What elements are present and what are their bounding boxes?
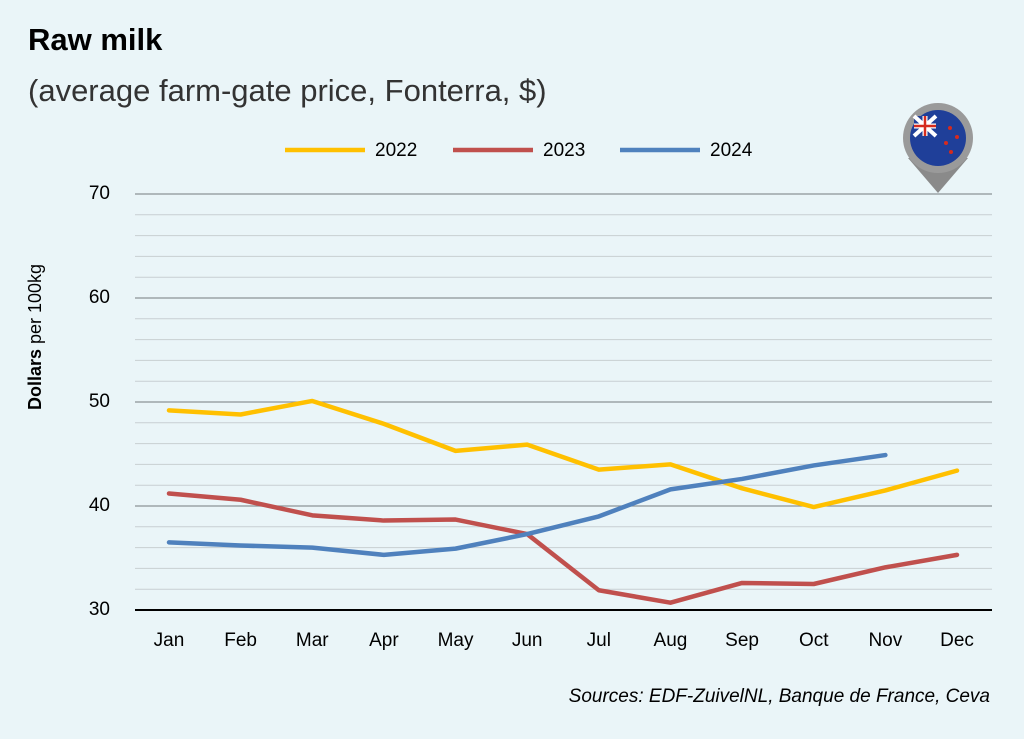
y-tick-label: 50: [89, 391, 110, 412]
series-line: [166, 491, 960, 605]
legend-label: 2022: [375, 140, 417, 161]
x-tick-label: Feb: [224, 630, 257, 651]
y-tick-label: 60: [89, 287, 110, 308]
x-tick-label: Jan: [154, 630, 185, 651]
series-line: [166, 398, 960, 510]
flag-pin: [903, 103, 973, 193]
chart-title: Raw milk: [28, 22, 163, 57]
x-tick-label: Dec: [940, 630, 974, 651]
x-tick-label: Apr: [369, 630, 399, 651]
series-line: [166, 452, 888, 558]
legend-label: 2023: [543, 140, 585, 161]
x-tick-label: Jun: [512, 630, 543, 651]
x-tick-label: Mar: [296, 630, 329, 651]
y-tick-label: 40: [89, 495, 110, 516]
x-tick-label: Nov: [868, 630, 902, 651]
y-label-bold: Dollars: [25, 349, 45, 410]
x-tick-label: Jul: [587, 630, 611, 651]
x-tick-label: Oct: [799, 630, 829, 651]
y-label-rest: per 100kg: [25, 264, 45, 344]
legend-label: 2024: [710, 140, 753, 161]
source: Sources: EDF-ZuivelNL, Banque de France,…: [569, 686, 990, 707]
x-tick-label: Aug: [654, 630, 688, 651]
chart-subtitle: (average farm-gate price, Fonterra, $): [28, 73, 547, 108]
y-tick-label: 70: [89, 183, 110, 204]
y-axis-label: Dollars per 100kg: [25, 264, 45, 410]
y-tick-label: 30: [89, 599, 110, 620]
x-tick-label: Sep: [725, 630, 759, 651]
x-tick-label: May: [438, 630, 474, 651]
